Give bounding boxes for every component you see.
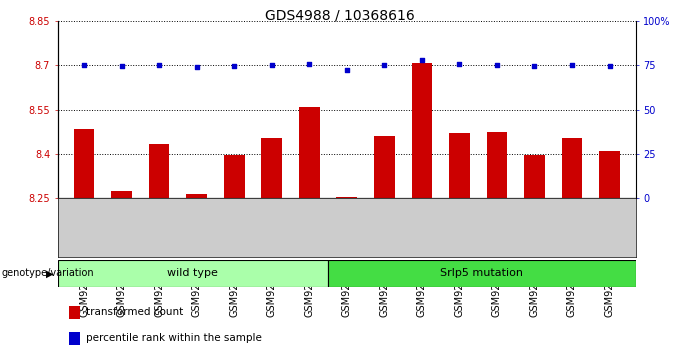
Point bbox=[154, 62, 165, 68]
Bar bbox=[411, 63, 432, 198]
Bar bbox=[374, 136, 394, 198]
Bar bbox=[261, 138, 282, 198]
Text: genotype/variation: genotype/variation bbox=[1, 268, 94, 279]
Bar bbox=[186, 194, 207, 198]
FancyBboxPatch shape bbox=[58, 260, 328, 287]
Bar bbox=[599, 151, 620, 198]
Bar bbox=[337, 197, 357, 198]
Text: ▶: ▶ bbox=[46, 268, 54, 279]
Text: Srlp5 mutation: Srlp5 mutation bbox=[440, 268, 523, 279]
Bar bbox=[487, 132, 507, 198]
Bar bbox=[524, 155, 545, 198]
FancyBboxPatch shape bbox=[328, 260, 636, 287]
Point bbox=[341, 67, 352, 73]
Point bbox=[191, 64, 202, 70]
Point bbox=[79, 62, 90, 68]
Point bbox=[116, 64, 127, 69]
Point bbox=[492, 62, 503, 68]
Point bbox=[566, 63, 577, 68]
Bar bbox=[112, 191, 132, 198]
Text: percentile rank within the sample: percentile rank within the sample bbox=[86, 333, 261, 343]
Bar bbox=[73, 129, 95, 198]
Bar bbox=[69, 306, 80, 319]
Text: GDS4988 / 10368616: GDS4988 / 10368616 bbox=[265, 9, 415, 23]
Point bbox=[454, 61, 465, 67]
Bar bbox=[224, 155, 245, 198]
Point bbox=[304, 61, 315, 67]
Point bbox=[228, 64, 239, 69]
Bar bbox=[299, 107, 320, 198]
Bar bbox=[149, 144, 169, 198]
Bar bbox=[562, 138, 582, 198]
Point bbox=[604, 64, 615, 69]
Point bbox=[529, 64, 540, 69]
Point bbox=[267, 63, 277, 68]
Point bbox=[379, 63, 390, 68]
Text: transformed count: transformed count bbox=[86, 308, 183, 318]
Bar bbox=[69, 332, 80, 345]
Bar bbox=[449, 133, 470, 198]
Text: wild type: wild type bbox=[167, 268, 218, 279]
Point bbox=[416, 57, 427, 63]
